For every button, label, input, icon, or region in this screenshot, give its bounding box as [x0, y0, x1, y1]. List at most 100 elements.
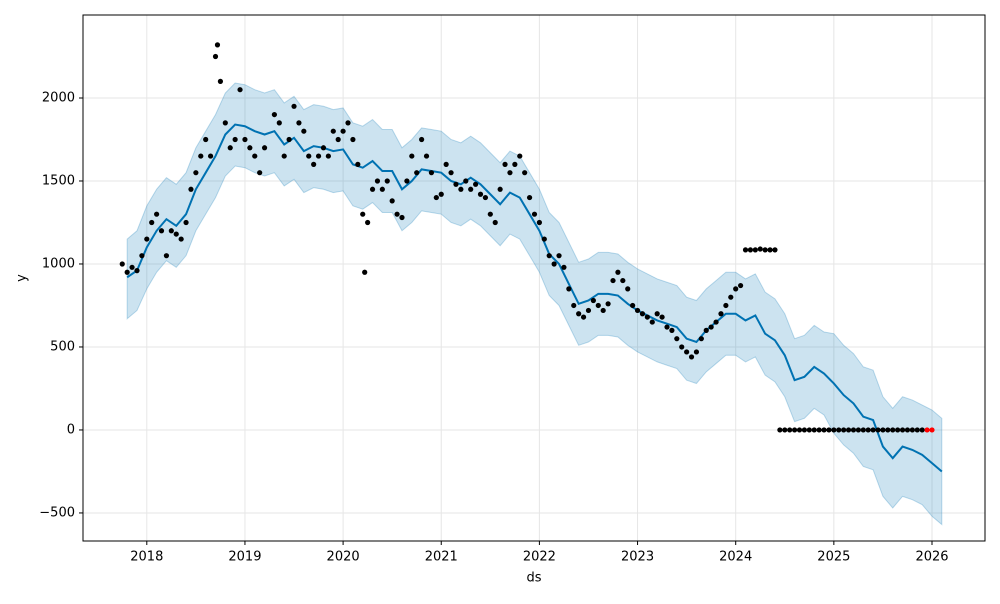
- data-point: [517, 153, 523, 159]
- data-point: [330, 128, 336, 134]
- data-point: [487, 211, 493, 217]
- data-point: [757, 246, 763, 252]
- data-point: [738, 282, 744, 289]
- data-point: [286, 136, 292, 143]
- data-point: [362, 269, 368, 275]
- data-point: [173, 231, 179, 237]
- data-point: [296, 120, 302, 126]
- data-point: [733, 286, 739, 292]
- data-point: [526, 194, 533, 201]
- data-point: [237, 87, 243, 93]
- data-point: [468, 186, 474, 192]
- data-point: [134, 268, 140, 274]
- data-point: [158, 228, 165, 234]
- x-tick-label: 2025: [817, 550, 850, 565]
- x-tick-label: 2023: [621, 550, 654, 565]
- data-point: [688, 354, 695, 360]
- y-tick-label: −500: [39, 505, 75, 520]
- data-point: [703, 327, 709, 333]
- data-point: [222, 120, 228, 126]
- data-point: [536, 219, 542, 226]
- data-point: [369, 186, 376, 192]
- data-point: [556, 253, 562, 259]
- data-point: [654, 311, 660, 317]
- data-point: [576, 311, 582, 317]
- data-point: [546, 253, 552, 259]
- data-point: [311, 161, 317, 167]
- data-point: [232, 136, 238, 143]
- data-point: [463, 178, 469, 184]
- data-point: [502, 161, 508, 167]
- data-point: [620, 277, 626, 284]
- data-point: [929, 427, 935, 433]
- data-point: [679, 344, 685, 350]
- data-point: [649, 319, 655, 325]
- data-point: [482, 194, 489, 201]
- data-point: [787, 427, 793, 433]
- axes-layer: 2018 2019 2020 2021 2022 2023 2024 2025 2026 −500…: [39, 90, 948, 564]
- data-point: [831, 427, 837, 433]
- data-point: [247, 145, 253, 151]
- data-point: [261, 145, 268, 151]
- data-point: [149, 219, 155, 226]
- data-point: [767, 247, 773, 253]
- data-point: [404, 178, 410, 184]
- data-point: [811, 427, 817, 433]
- data-point: [389, 198, 395, 204]
- data-point: [340, 128, 346, 134]
- data-point: [507, 170, 513, 176]
- data-point: [551, 261, 557, 267]
- data-point: [821, 427, 827, 433]
- data-point: [497, 186, 503, 192]
- data-point: [355, 161, 361, 167]
- data-point: [207, 153, 214, 159]
- data-point: [615, 269, 621, 275]
- data-point: [473, 181, 479, 187]
- data-point: [742, 247, 749, 253]
- data-point: [806, 427, 812, 433]
- data-point: [571, 302, 577, 309]
- data-point: [433, 194, 439, 201]
- data-point: [772, 247, 778, 253]
- data-point: [850, 427, 857, 433]
- data-point: [585, 307, 592, 314]
- data-point: [291, 103, 297, 109]
- data-point: [419, 136, 425, 143]
- data-point: [718, 311, 724, 317]
- x-axis-label: ds: [526, 571, 541, 586]
- data-point: [909, 427, 915, 433]
- data-point: [899, 427, 906, 433]
- data-point: [214, 42, 221, 48]
- data-point: [566, 286, 572, 292]
- data-point: [762, 247, 768, 253]
- data-point: [561, 264, 567, 270]
- data-point: [409, 153, 415, 159]
- data-point: [242, 136, 248, 143]
- data-point: [183, 219, 189, 226]
- data-point: [350, 136, 356, 143]
- data-point: [664, 324, 670, 330]
- data-point: [154, 211, 160, 217]
- data-point: [335, 136, 341, 143]
- data-point: [860, 427, 866, 433]
- data-point: [193, 170, 199, 176]
- y-axis-label: y: [15, 274, 30, 282]
- data-point: [600, 307, 606, 314]
- x-tick-label: 2024: [719, 550, 752, 565]
- uncertainty-band: [126, 82, 943, 526]
- data-point: [443, 161, 449, 167]
- data-point: [630, 302, 636, 309]
- data-point: [728, 294, 734, 300]
- data-point: [374, 178, 381, 184]
- data-point: [669, 327, 675, 333]
- data-point: [345, 120, 351, 126]
- data-point: [252, 153, 258, 159]
- data-point: [178, 236, 184, 242]
- data-point: [801, 427, 808, 433]
- data-point: [752, 247, 758, 253]
- data-point: [845, 427, 852, 433]
- data-point: [257, 170, 263, 176]
- data-point: [227, 145, 233, 151]
